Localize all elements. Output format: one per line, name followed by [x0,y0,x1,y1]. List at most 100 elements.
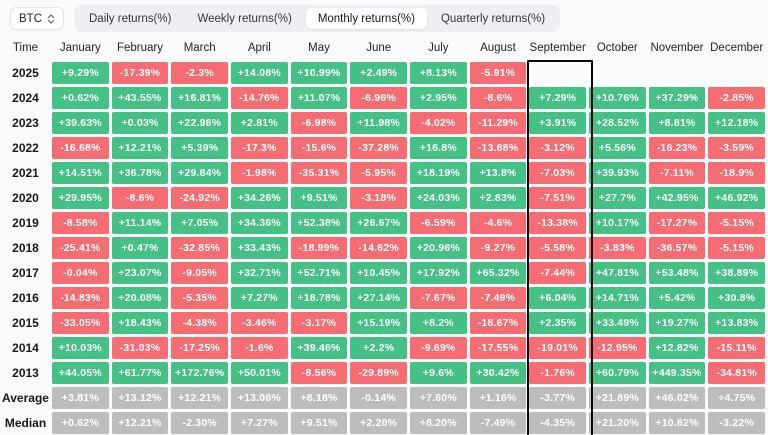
return-cell: -15.6% [290,137,348,159]
return-cell: -18.9% [708,162,765,184]
return-cell: +6.04% [529,287,586,309]
return-cell: +1.16% [469,387,527,409]
month-header: October [596,42,638,54]
return-cell: -3.46% [231,312,288,334]
return-cell: +13.8% [469,162,527,184]
return-cell: -0.14% [350,387,407,409]
return-cell: -25.41% [52,237,109,259]
return-cell [708,62,765,84]
month-header: July [428,42,449,54]
coin-select-label: BTC [19,12,42,25]
return-cell: +12.21% [111,137,169,159]
return-cell: +16.8% [410,137,467,159]
return-cell: +15.19% [350,312,407,334]
return-cell: -36.57% [648,237,706,259]
return-cell: +11.14% [111,212,169,234]
return-cell: +9.6% [410,362,467,384]
month-header: May [308,42,330,54]
return-cell: +14.51% [52,162,109,184]
return-cell: +14.71% [589,287,646,309]
return-cell: +8.2% [410,312,467,334]
return-cell: +34.36% [231,212,288,234]
return-cell: +7.27% [231,287,288,309]
return-cell: +2.2% [350,337,407,359]
return-cell: -12.95% [589,337,646,359]
return-cell [529,62,586,84]
top-bar: BTC Daily returns(%) Weekly returns(%) M… [0,0,768,34]
row-label: 2024 [12,91,39,105]
return-cell: -4.02% [410,112,467,134]
return-cell: +13.83% [708,312,765,334]
return-cell: +8.18% [290,387,348,409]
return-cell: -4.6% [469,212,527,234]
return-cell: -3.22% [708,412,765,434]
return-cell: -2.3% [171,62,228,84]
return-cell: +7.05% [171,212,228,234]
return-cell: +10.45% [350,262,407,284]
table-row: 2018 -25.41% +0.47% -32.85% +33.43% -18.99% -1… [2,237,765,259]
return-cell: +39.63% [52,112,109,134]
table-row: 2023 +39.63% +0.03% +22.96% +2.81% -6.98% +11.… [2,112,765,134]
table-header-row: Time January February March April May June Jul… [2,38,765,58]
return-cell: +46.92% [708,187,765,209]
return-cell: +7.27% [231,412,288,434]
return-cell: +47.81% [589,262,646,284]
return-cell: -6.98% [290,112,348,134]
return-cell: +23.07% [111,262,169,284]
month-header: September [529,42,586,54]
table-row: 2015 -33.05% +18.43% -4.38% -3.46% -3.17% +15.… [2,312,765,334]
return-cell: -1.76% [529,362,586,384]
return-cell: -3.18% [350,187,407,209]
return-cell: -16.68% [52,137,109,159]
return-cell: +18.43% [111,312,169,334]
return-cell: +12.18% [708,112,765,134]
return-cell: +30.8% [708,287,765,309]
return-cell: +12.21% [171,387,228,409]
return-cell: +7.29% [529,87,586,109]
table-row: Median +0.62% +12.21% -2.30% +7.27% +9.51% +2.… [2,412,765,434]
row-label: 2021 [12,166,39,180]
return-cell: +20.96% [410,237,467,259]
return-cell: -3.17% [290,312,348,334]
return-cell: +9.51% [290,187,348,209]
return-cell: -14.76% [231,87,288,109]
return-cell: +12.21% [111,412,169,434]
return-cell: +16.81% [171,87,228,109]
return-cell: -9.05% [171,262,228,284]
return-cell: +29.95% [52,187,109,209]
return-cell: -24.92% [171,187,228,209]
row-label: 2025 [12,66,39,80]
coin-select[interactable]: BTC [10,7,64,30]
return-cell: +13.06% [231,387,288,409]
return-cell: +19.27% [648,312,706,334]
return-cell: +7.60% [410,387,467,409]
return-cell: +43.55% [111,87,169,109]
select-carets-icon [47,13,55,24]
row-label: 2017 [12,266,39,280]
month-header: November [650,42,704,54]
returns-tab-group: Daily returns(%) Weekly returns(%) Month… [74,5,561,32]
return-cell: +33.43% [231,237,288,259]
return-cell: +26.67% [350,212,407,234]
return-cell: -7.51% [529,187,586,209]
return-cell: -14.83% [52,287,109,309]
month-header: August [480,42,516,54]
return-cell: -5.91% [469,62,527,84]
return-cell: +33.49% [589,312,646,334]
return-cell: -7.49% [469,412,527,434]
return-cell: +18.19% [410,162,467,184]
tab-weekly-returns[interactable]: Weekly returns(%) [197,12,292,25]
return-cell: -6.96% [350,87,407,109]
return-cell: -9.27% [469,237,527,259]
tab-monthly-returns[interactable]: Monthly returns(%) [305,8,427,29]
return-cell: -5.95% [350,162,407,184]
return-cell: +9.51% [290,412,348,434]
return-cell: -8.58% [52,212,109,234]
return-cell: -17.55% [469,337,527,359]
month-header: June [366,42,392,54]
return-cell: -13.88% [469,137,527,159]
month-header: April [247,42,271,54]
table-row: Average +3.81% +13.12% +12.21% +13.06% +8.18%… [2,387,765,409]
tab-daily-returns[interactable]: Daily returns(%) [89,12,172,25]
tab-quarterly-returns[interactable]: Quarterly returns(%) [440,12,546,25]
